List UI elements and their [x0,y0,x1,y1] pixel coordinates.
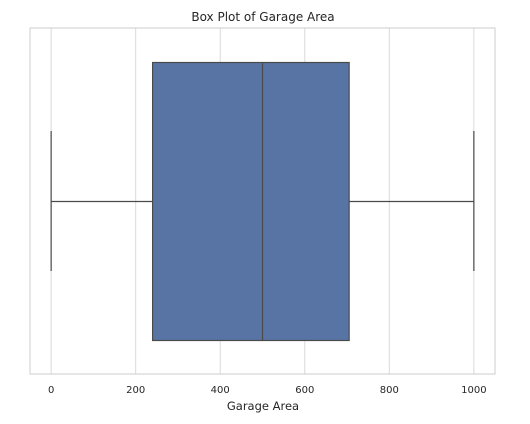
x-tick-label: 400 [211,385,230,396]
x-tick-label: 600 [295,385,314,396]
iqr-box [151,61,350,342]
x-tick-label: 200 [126,385,145,396]
x-axis-ticks: 0 200 400 600 800 1000 [48,385,487,396]
chart-title: Box Plot of Garage Area [191,10,334,24]
x-tick-label: 800 [380,385,399,396]
plot-area [50,61,475,342]
x-tick-label: 1000 [461,385,486,396]
x-axis-label: Garage Area [227,399,299,413]
x-tick-label: 0 [48,385,54,396]
plot-frame [29,27,496,375]
